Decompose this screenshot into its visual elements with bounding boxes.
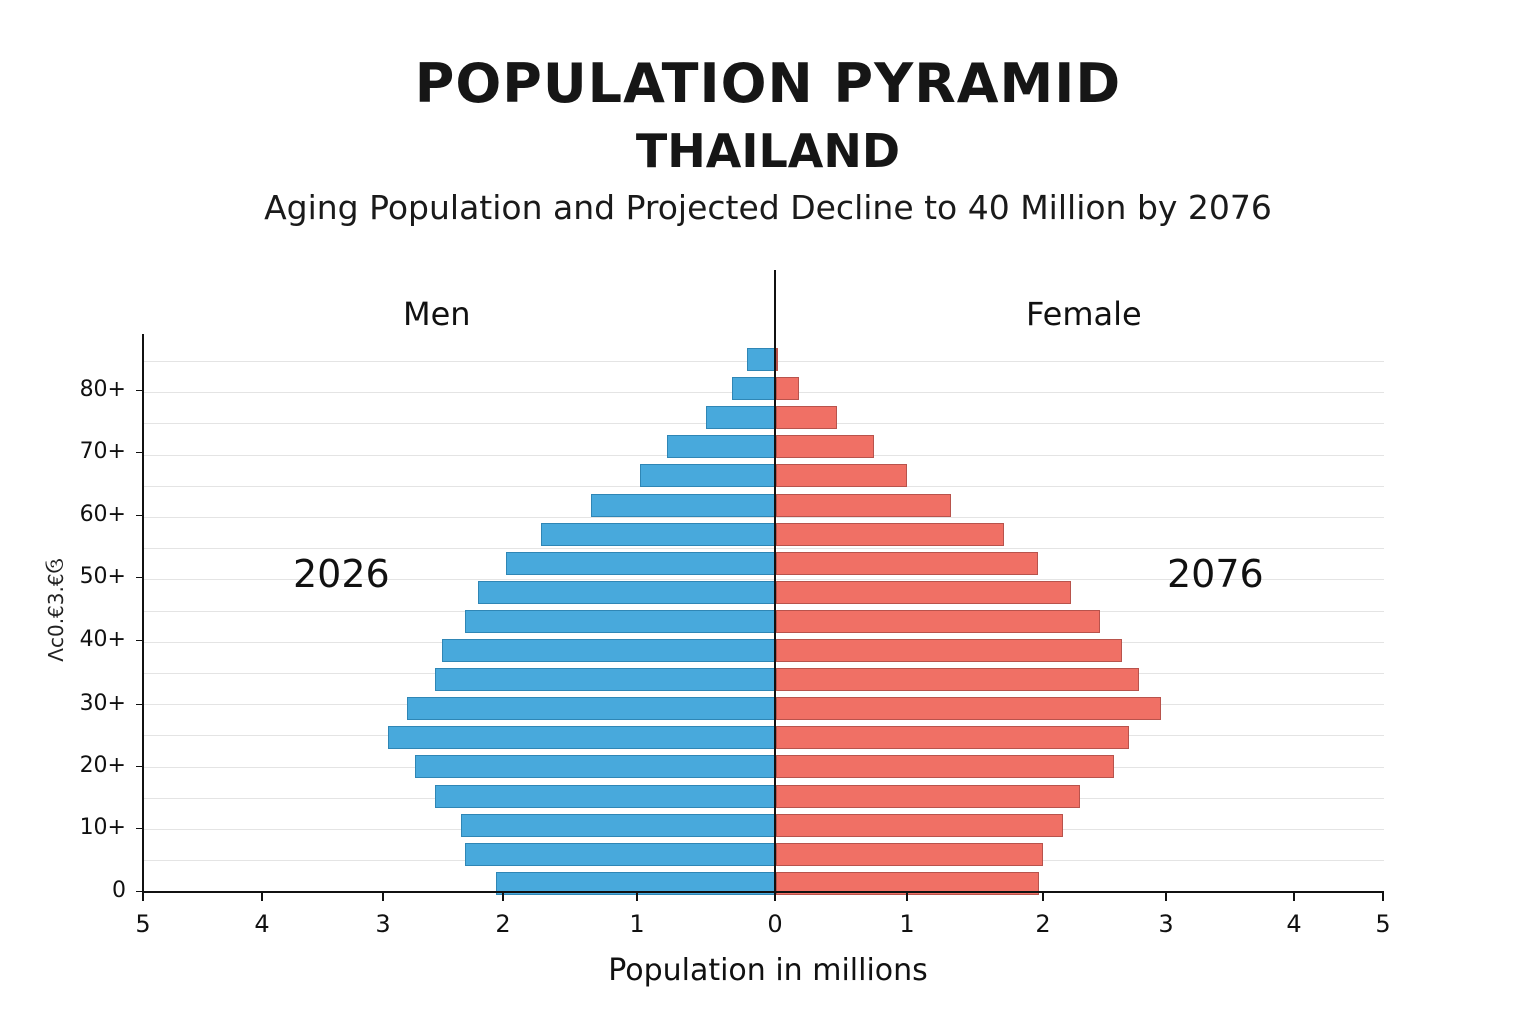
y-tick-label: 0 xyxy=(112,878,126,903)
bar-female xyxy=(776,406,838,430)
y-tick-label: 60+ xyxy=(79,502,126,527)
x-tick-mark xyxy=(142,893,144,901)
y-tick-label: 70+ xyxy=(79,439,126,464)
y-tick-mark xyxy=(136,891,143,892)
bar-men xyxy=(747,348,775,371)
y-tick-label: 80+ xyxy=(79,377,126,402)
bar-female xyxy=(776,435,874,459)
bar-female xyxy=(776,813,1063,837)
bar-female xyxy=(776,609,1100,633)
x-tick-mark xyxy=(774,893,776,901)
y-tick-label: 20+ xyxy=(79,753,126,778)
gridline xyxy=(144,517,1384,518)
y-tick-mark xyxy=(136,452,143,453)
y-tick-label: 30+ xyxy=(79,691,126,716)
bar-men xyxy=(505,551,775,575)
bar-men xyxy=(415,755,775,779)
bar-female xyxy=(776,522,1004,546)
bar-men xyxy=(477,580,775,604)
year-label-right: 2076 xyxy=(1167,552,1264,596)
x-axis-title: Population in millions xyxy=(608,953,928,988)
bar-female xyxy=(776,668,1139,692)
men-label: Men xyxy=(403,295,471,333)
y-tick-label: 10+ xyxy=(79,815,126,840)
bar-female xyxy=(776,348,778,371)
x-tick-label: 4 xyxy=(1286,910,1302,938)
bar-men xyxy=(706,406,775,430)
bar-female xyxy=(776,697,1162,721)
bar-female xyxy=(776,493,951,517)
chart-title: POPULATION PYRAMID xyxy=(414,52,1122,115)
bar-female xyxy=(776,377,799,401)
bar-men xyxy=(732,377,775,401)
center-axis-line xyxy=(774,270,776,892)
chart-subtitle: Aging Population and Projected Decline t… xyxy=(264,188,1272,227)
x-tick-label: 2 xyxy=(1035,910,1051,938)
bar-female xyxy=(776,464,907,488)
y-tick-mark xyxy=(136,390,143,391)
bar-female xyxy=(776,580,1072,604)
bar-female xyxy=(776,726,1130,750)
chart-country: THAILAND xyxy=(635,124,901,178)
y-tick-mark xyxy=(136,640,143,641)
bar-men xyxy=(387,726,775,750)
x-tick-mark xyxy=(261,893,263,901)
x-tick-mark xyxy=(1293,893,1295,901)
bar-men xyxy=(591,493,775,517)
x-tick-label: 1 xyxy=(899,910,915,938)
x-tick-label: 0 xyxy=(767,910,783,938)
y-tick-mark xyxy=(136,515,143,516)
female-label: Female xyxy=(1026,295,1142,333)
year-label-left: 2026 xyxy=(293,552,390,596)
x-tick-mark xyxy=(906,893,908,901)
gridline xyxy=(144,579,1384,580)
y-tick-mark xyxy=(136,766,143,767)
bar-female xyxy=(776,755,1115,779)
y-axis-title: Λc0.€3.€ઉ xyxy=(44,558,68,662)
bar-female xyxy=(776,784,1080,808)
x-tick-mark xyxy=(636,893,638,901)
x-tick-label: 4 xyxy=(254,910,270,938)
x-axis-line xyxy=(142,891,1384,893)
x-tick-mark xyxy=(502,893,504,901)
x-tick-label: 1 xyxy=(629,910,645,938)
x-tick-mark xyxy=(1165,893,1167,901)
bar-men xyxy=(667,435,775,459)
gridline xyxy=(144,548,1384,549)
bar-female xyxy=(776,551,1038,575)
y-tick-mark xyxy=(136,577,143,578)
x-tick-label: 5 xyxy=(135,910,151,938)
y-tick-label: 50+ xyxy=(79,564,126,589)
bar-female xyxy=(776,842,1043,866)
x-tick-label: 3 xyxy=(375,910,391,938)
bar-men xyxy=(434,668,775,692)
bar-men xyxy=(461,813,775,837)
bar-female xyxy=(776,639,1122,662)
y-tick-mark xyxy=(136,704,143,705)
x-tick-label: 2 xyxy=(495,910,511,938)
y-axis-line xyxy=(142,334,144,893)
x-tick-label: 3 xyxy=(1158,910,1174,938)
x-tick-mark xyxy=(1042,893,1044,901)
y-tick-mark xyxy=(136,828,143,829)
bar-men xyxy=(464,842,775,866)
x-tick-mark xyxy=(1382,893,1384,901)
x-tick-label: 5 xyxy=(1375,910,1391,938)
bar-men xyxy=(464,609,775,633)
bar-men xyxy=(540,522,775,546)
bar-men xyxy=(407,697,775,721)
bar-men xyxy=(434,784,775,808)
bar-men xyxy=(441,639,775,662)
x-tick-mark xyxy=(382,893,384,901)
bar-men xyxy=(639,464,775,488)
y-tick-label: 40+ xyxy=(79,627,126,652)
